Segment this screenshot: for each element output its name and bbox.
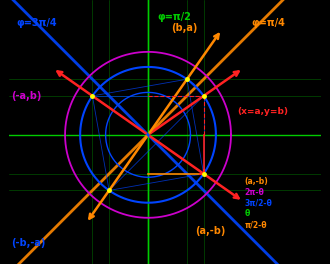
Text: (-a,b): (-a,b) [11, 91, 42, 101]
Text: (-b,-a): (-b,-a) [11, 238, 46, 248]
Text: θ: θ [244, 209, 249, 218]
Text: φ=π/2: φ=π/2 [157, 12, 191, 22]
Text: (x=a,y=b): (x=a,y=b) [238, 107, 289, 116]
Text: 2π-θ: 2π-θ [244, 188, 264, 197]
Text: 3π/2-θ: 3π/2-θ [244, 199, 272, 208]
Text: (a,-b): (a,-b) [244, 177, 268, 186]
Text: (a,-b): (a,-b) [195, 226, 225, 236]
Text: φ=π/4: φ=π/4 [252, 18, 286, 29]
Text: φ=3π/4: φ=3π/4 [16, 18, 57, 29]
Text: (b,a): (b,a) [172, 23, 198, 33]
Text: π/2-θ: π/2-θ [244, 220, 267, 229]
